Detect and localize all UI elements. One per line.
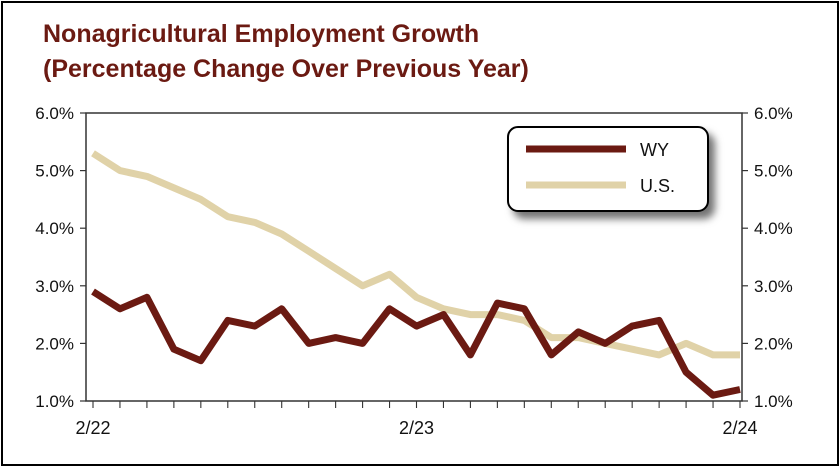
y-tick-label-left: 4.0%: [35, 219, 74, 238]
chart-title-block: Nonagricultural Employment Growth (Perce…: [43, 17, 529, 87]
y-tick-label-right: 3.0%: [754, 277, 793, 296]
plot-area: [85, 112, 743, 402]
series-line-u-s: [91, 150, 740, 359]
x-tick-label: 2/24: [722, 418, 757, 438]
series-line-wy: [91, 288, 741, 399]
y-tick-label-left: 2.0%: [35, 334, 74, 353]
y-tick-label-right: 1.0%: [754, 392, 793, 411]
y-tick-label-right: 6.0%: [754, 104, 793, 123]
y-tick-label-left: 6.0%: [35, 104, 74, 123]
chart-title: Nonagricultural Employment Growth: [43, 20, 480, 48]
y-tick-label-left: 5.0%: [35, 162, 74, 181]
legend: WY U.S.: [507, 126, 709, 212]
x-tick-label: 2/23: [399, 418, 434, 438]
y-tick-label-left: 3.0%: [35, 277, 74, 296]
chart-subtitle: (Percentage Change Over Previous Year): [43, 55, 529, 83]
x-tick-label: 2/22: [75, 418, 110, 438]
y-tick-label-right: 4.0%: [754, 219, 793, 238]
y-tick-label-right: 2.0%: [754, 334, 793, 353]
legend-label: WY: [640, 140, 669, 160]
y-tick-label-right: 5.0%: [754, 162, 793, 181]
y-tick-label-left: 1.0%: [35, 392, 74, 411]
legend-box: [507, 126, 709, 212]
legend-label: U.S.: [640, 176, 675, 196]
